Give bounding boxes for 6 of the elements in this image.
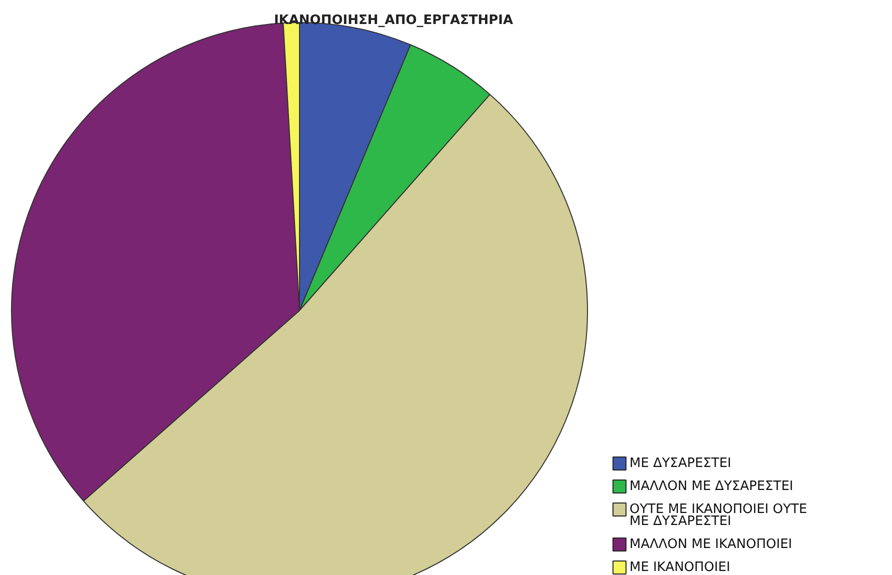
legend-label: ΜΑΛΛΟΝ ΜΕ ΙΚΑΝΟΠΟΙΕΙ — [630, 537, 792, 552]
legend-label: ΜΕ ΔΥΣΑΡΕΣΤΕΙ — [630, 456, 732, 471]
legend-label: ΜΕ ΙΚΑΝΟΠΟΙΕΙ — [630, 560, 730, 575]
legend-label: ΟΥΤΕ ΜΕ ΙΚΑΝΟΠΟΙΕΙ ΟΥΤΕ ΜΕ ΔΥΣΑΡΕΣΤΕΙ — [630, 502, 808, 529]
legend-label: ΜΑΛΛΟΝ ΜΕ ΔΥΣΑΡΕΣΤΕΙ — [630, 479, 794, 494]
chart-title: ΙΚΑΝΟΠΟΙΗΣΗ_ΑΠΟ_ΕΡΓΑΣΤΗΡΙΑ — [274, 13, 514, 28]
